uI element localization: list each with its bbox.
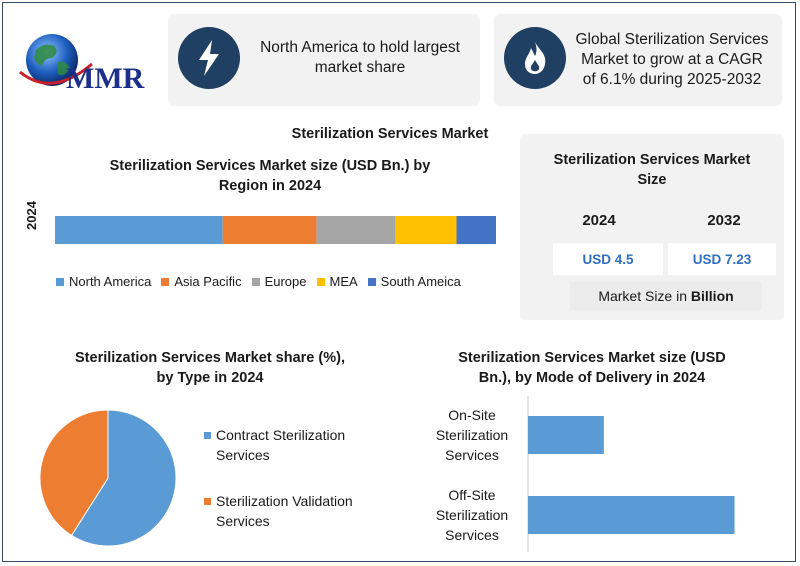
region-segment-south-ameica [456, 216, 496, 244]
market-size-value-2024: USD 4.5 [553, 243, 663, 275]
region-stacked-bar-chart [55, 216, 496, 244]
legend-swatch [161, 277, 170, 286]
region-segment-mea [395, 216, 457, 244]
main-title: Sterilization Services Market [291, 126, 489, 142]
pie-slice-contract-sterilization-services [70, 409, 177, 547]
delivery-chart-title-line-2: Bn.), by Mode of Delivery in 2024 [478, 370, 706, 386]
legend-swatch [367, 277, 376, 286]
region-segment-asia-pacific [222, 216, 317, 244]
region-segment-europe [316, 216, 396, 244]
globe-icon [19, 34, 93, 86]
market-size-footnote-unit: Billion [690, 288, 734, 304]
highlight-1-line-1: North America to hold largest [260, 39, 460, 56]
delivery-category-off-site-line-1: Off-Site [448, 487, 496, 503]
market-size-value-2032: USD 7.23 [668, 243, 776, 275]
legend-label: Europe [264, 274, 307, 289]
delivery-category-on-site: On-Site Sterilization Services [424, 405, 520, 465]
legend-label: Asia Pacific [174, 274, 242, 289]
market-size-footnote: Market Size in Billion [570, 282, 762, 310]
legend-item-asia-pacific: Asia Pacific [161, 274, 242, 289]
lightning-bolt-icon [199, 40, 219, 76]
delivery-category-off-site-line-2: Sterilization [435, 507, 509, 523]
legend-swatch [56, 277, 64, 286]
market-size-year-2032: 2032 [707, 212, 741, 229]
delivery-bar-chart [527, 396, 735, 552]
delivery-chart-title-line-1: Sterilization Services Market size (USD [458, 350, 726, 366]
pie-legend-validation: Sterilization Validation Services [204, 491, 396, 531]
legend-label: North America [69, 274, 152, 289]
highlight-icon-circle [504, 27, 566, 89]
legend-label: MEA [329, 274, 358, 289]
delivery-category-off-site-line-3: Services [445, 527, 499, 543]
market-size-year-2024: 2024 [582, 212, 616, 229]
highlight-2-line-2: Market to grow at a CAGR [581, 51, 763, 68]
legend-item-north-america: North America [56, 274, 151, 289]
market-size-title: Sterilization Services Market Size [530, 150, 774, 190]
legend-label: South Ameica [380, 274, 461, 289]
pie-chart-title-line-2: by Type in 2024 [156, 370, 264, 386]
pie-legend-contract-line-2: Services [216, 447, 270, 463]
highlight-2-line-3: of 6.1% during 2025-2032 [582, 71, 762, 88]
type-pie-chart [39, 409, 177, 547]
market-size-footnote-prefix: Market Size in [598, 288, 691, 304]
legend-swatch [251, 277, 260, 286]
region-chart-title: Sterilization Services Market size (USD … [40, 156, 500, 196]
delivery-chart-title: Sterilization Services Market size (USD … [414, 348, 770, 388]
region-chart-year-label: 2024 [24, 201, 39, 230]
pie-legend-contract-line-1: Contract Sterilization [216, 427, 346, 443]
region-chart-title-line-1: Sterilization Services Market size (USD … [109, 158, 431, 174]
pie-slice-sterilization-validation-services [39, 409, 109, 537]
delivery-category-on-site-line-3: Services [445, 447, 499, 463]
market-size-title-line-1: Sterilization Services Market [553, 152, 751, 168]
region-chart-title-line-2: Region in 2024 [218, 178, 322, 194]
pie-legend-swatch [204, 432, 211, 439]
highlight-text-1: North America to hold largest market sha… [248, 38, 472, 78]
legend-item-europe: Europe [251, 274, 307, 289]
delivery-bar-on-site [528, 416, 604, 454]
delivery-category-on-site-line-2: Sterilization [435, 427, 509, 443]
legend-item-mea: MEA [316, 274, 358, 289]
pie-legend-contract: Contract Sterilization Services [204, 425, 396, 465]
pie-chart-title-line-1: Sterilization Services Market share (%), [75, 350, 345, 366]
market-size-title-line-2: Size [637, 172, 667, 188]
pie-legend-swatch [204, 498, 211, 505]
logo-text: MMR [66, 62, 145, 95]
pie-legend-validation-line-2: Services [216, 513, 270, 529]
legend-item-south-ameica: South Ameica [367, 274, 461, 289]
highlight-1-line-2: market share [314, 59, 406, 76]
flame-icon [525, 42, 546, 74]
legend-swatch [316, 277, 325, 286]
mmr-logo: MMR [14, 28, 164, 98]
pie-chart-title: Sterilization Services Market share (%),… [30, 348, 390, 388]
region-segment-north-america [55, 216, 223, 244]
delivery-bar-off-site [528, 496, 735, 534]
delivery-category-on-site-line-1: On-Site [448, 407, 496, 423]
delivery-category-off-site: Off-Site Sterilization Services [424, 485, 520, 545]
pie-legend-validation-line-1: Sterilization Validation [216, 493, 353, 509]
highlight-2-line-1: Global Sterilization Services [575, 31, 769, 48]
highlight-text-2: Global Sterilization Services Market to … [566, 30, 778, 90]
highlight-icon-circle [178, 27, 240, 89]
region-chart-legend: North America Asia Pacific Europe MEA South … [56, 274, 506, 289]
